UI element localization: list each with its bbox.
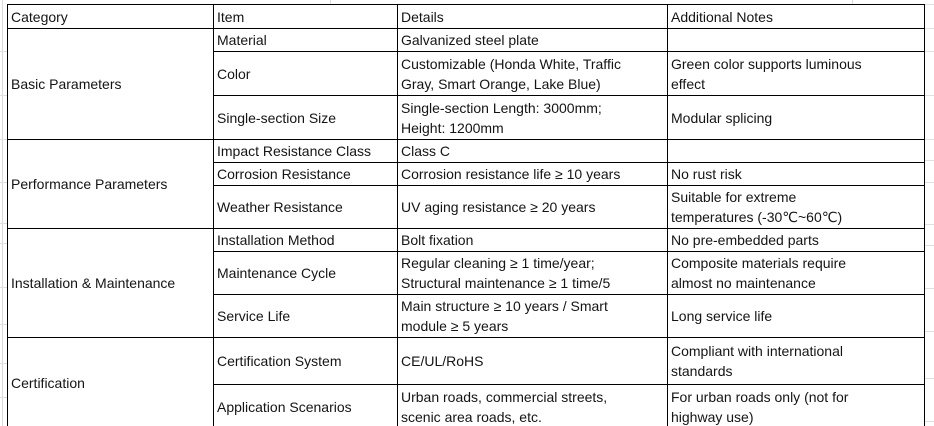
gridline [924,160,934,161]
gridline [0,139,7,140]
notes-cell: For urban roads only (not for highway us… [667,384,925,426]
gridline [924,28,934,29]
gridline [924,245,934,246]
notes-cell: No rust risk [667,162,925,186]
spec-table: Category Item Details Additional Notes B… [7,4,925,426]
gridline [924,51,934,52]
notes-cell: Green color supports luminous effect [667,51,925,96]
details-cell: CE/UL/RoHS [397,337,668,385]
gridline [0,287,7,288]
item-cell: Material [213,28,398,52]
gridline [924,95,934,96]
gridline [0,51,7,52]
header-notes: Additional Notes [667,4,925,29]
details-cell: Main structure ≥ 10 years / Smart module… [397,294,668,338]
header-category: Category [7,4,214,29]
gridline [924,182,934,183]
table-row: Performance Parameters Impact Resistance… [7,139,925,229]
item-cell: Corrosion Resistance [213,162,398,186]
item-cell: Application Scenarios [213,384,398,426]
gridline [330,0,331,4]
item-cell: Certification System [213,337,398,385]
details-cell: Customizable (Honda White, Traffic Gray,… [397,51,668,96]
gridline [0,324,7,325]
details-cell: UV aging resistance ≥ 20 years [397,185,668,229]
table-row: Color Customizable (Honda White, Traffic… [8,51,925,96]
details-cell: Single-section Length: 3000mm; Height: 1… [397,95,668,140]
gridline [924,288,934,289]
table-row: Maintenance Cycle Regular cleaning ≥ 1 t… [8,251,925,295]
details-cell: Bolt fixation [397,228,668,252]
category-cell: Basic Parameters [7,28,214,140]
notes-cell [667,139,925,163]
table-row: Corrosion Resistance Corrosion resistanc… [8,162,925,186]
details-cell: Galvanized steel plate [397,28,668,52]
table-row: Single-section Size Single-section Lengt… [8,95,925,140]
header-item: Item [213,4,398,29]
item-cell: Installation Method [213,228,398,252]
notes-cell: Compliant with international standards [667,337,925,385]
table-row: Installation & Maintenance Installation … [7,228,925,338]
gridline [0,243,7,244]
notes-cell: Modular splicing [667,95,925,140]
table-row: Application Scenarios Urban roads, comme… [8,384,925,426]
gridline [924,224,934,225]
table-row: Certification Certification System CE/UL… [7,337,925,426]
header-row: Category Item Details Additional Notes [7,4,925,29]
gridline [852,0,853,4]
gridline [0,363,7,364]
notes-cell: No pre-embedded parts [667,228,925,252]
gridline [0,223,7,224]
notes-cell: Composite materials require almost no ma… [667,251,925,295]
item-cell: Maintenance Cycle [213,251,398,295]
item-cell: Service Life [213,294,398,338]
details-cell: Regular cleaning ≥ 1 time/year; Structur… [397,251,668,295]
category-cell: Performance Parameters [7,139,214,229]
header-details: Details [397,4,668,29]
gridline [924,139,934,140]
gridline [0,397,7,398]
details-cell: Urban roads, commercial streets, scenic … [397,384,668,426]
gridline [0,95,7,96]
details-cell: Corrosion resistance life ≥ 10 years [397,162,668,186]
gridline [924,421,934,422]
gridline [924,331,934,332]
details-cell: Class C [397,139,668,163]
gridline [0,182,7,183]
table-row: Basic Parameters Material Galvanized ste… [7,28,925,140]
notes-cell [667,28,925,52]
item-cell: Single-section Size [213,95,398,140]
gridline [924,378,934,379]
item-cell: Impact Resistance Class [213,139,398,163]
gridline [2,0,3,426]
table-row: Service Life Main structure ≥ 10 years /… [8,294,925,338]
category-cell: Certification [7,337,214,426]
gridline [924,4,934,5]
notes-cell: Suitable for extreme temperatures (-30℃~… [667,185,925,229]
item-cell: Color [213,51,398,96]
notes-cell: Long service life [667,294,925,338]
category-cell: Installation & Maintenance [7,228,214,338]
item-cell: Weather Resistance [213,185,398,229]
table-row: Weather Resistance UV aging resistance ≥… [8,185,925,229]
